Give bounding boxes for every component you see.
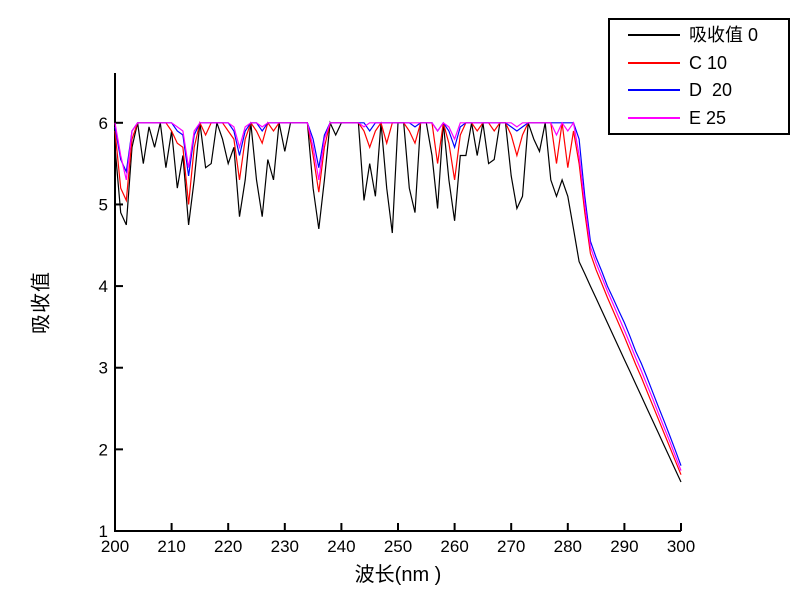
y-tick-label: 4 <box>99 277 108 296</box>
legend-item-e25: E 25 <box>628 105 788 131</box>
legend-line-swatch-black <box>628 33 680 36</box>
x-tick-label: 270 <box>497 537 525 556</box>
legend-label: E 25 <box>689 108 727 129</box>
x-tick-label: 300 <box>667 537 695 556</box>
legend-item-d20: D 20 <box>628 77 788 103</box>
legend-line-swatch-blue <box>628 89 680 92</box>
x-tick-label: 230 <box>271 537 299 556</box>
x-tick-label: 200 <box>101 537 129 556</box>
legend-box: 吸收值 0 C 10 D 20 E 25 <box>608 18 790 135</box>
x-tick-label: 240 <box>327 537 355 556</box>
legend-label: D 20 <box>689 80 733 101</box>
y-axis-title: 吸收值 <box>30 271 53 334</box>
y-tick-label: 5 <box>99 195 108 214</box>
x-tick-label: 220 <box>214 537 242 556</box>
x-axis-title: 波长(nm ) <box>354 564 442 586</box>
x-tick-label: 210 <box>157 537 185 556</box>
x-tick-label: 290 <box>610 537 638 556</box>
legend-item-c10: C 10 <box>628 50 788 76</box>
series-line-0 <box>114 120 682 483</box>
y-tick-label: 1 <box>99 522 108 541</box>
legend-item-absorbance-0: 吸收值 0 <box>628 22 788 48</box>
series-line-2 <box>114 121 682 466</box>
x-tick-label: 260 <box>440 537 468 556</box>
y-tick-label: 2 <box>99 440 108 459</box>
x-tick-label: 280 <box>554 537 582 556</box>
legend-line-swatch-magenta <box>628 117 680 120</box>
legend-label: 吸收值 0 <box>689 24 759 45</box>
y-tick-label: 6 <box>99 114 108 133</box>
series-line-3 <box>114 121 682 471</box>
x-tick-label: 250 <box>384 537 412 556</box>
legend-line-swatch-red <box>628 61 680 64</box>
y-tick-label: 3 <box>99 359 108 378</box>
legend-label: C 10 <box>689 52 728 73</box>
